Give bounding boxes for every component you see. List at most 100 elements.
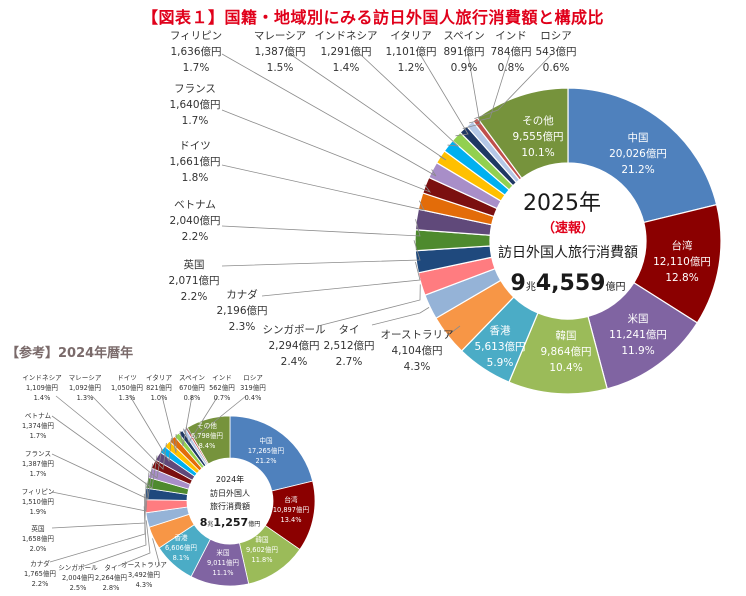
main-label-share-16: 1.2% bbox=[398, 62, 425, 74]
ref-leader-8 bbox=[49, 493, 146, 563]
main-leader-13 bbox=[221, 53, 437, 177]
main-leader-7 bbox=[317, 284, 421, 327]
ref-label-amount-16: 821億円 bbox=[146, 383, 172, 392]
main-leader-9 bbox=[221, 240, 421, 267]
ref-label-share-17: 0.8% bbox=[184, 394, 201, 402]
main-label-name-14: マレーシア bbox=[254, 30, 306, 42]
ref-label-share-0: 21.2% bbox=[256, 457, 277, 465]
ref-leader-9 bbox=[51, 482, 147, 529]
main-label-name-4: 香港 bbox=[490, 325, 511, 337]
main-label-share-6: 2.7% bbox=[336, 356, 363, 368]
main-label-amount-2: 11,241億円 bbox=[609, 328, 667, 341]
reference-2024-title: 【参考】2024年暦年 bbox=[6, 346, 134, 361]
main-label-name-0: 中国 bbox=[628, 131, 649, 144]
main-label-name-11: ドイツ bbox=[179, 140, 211, 152]
main-label-share-11: 1.8% bbox=[182, 172, 209, 184]
ref-label-name-11: フランス bbox=[25, 450, 51, 458]
ref-label-share-6: 2.8% bbox=[103, 584, 120, 592]
ref-label-share-16: 1.0% bbox=[151, 394, 168, 402]
ref-label-name-12: ベトナム bbox=[25, 412, 52, 420]
main-label-amount-9: 2,071億円 bbox=[168, 274, 219, 287]
main-label-name-5: オーストラリア bbox=[381, 329, 454, 341]
ref-label-name-6: タイ bbox=[104, 563, 117, 572]
ref-label-amount-2: 9,602億円 bbox=[246, 545, 278, 554]
main-center-label: 訪日外国人旅行消費額 bbox=[498, 245, 638, 261]
main-label-amount-4: 5,613億円 bbox=[474, 340, 525, 353]
ref-label-amount-17: 670億円 bbox=[179, 383, 205, 392]
ref-label-amount-5: 3,492億円 bbox=[128, 570, 160, 579]
main-label-name-16: イタリア bbox=[390, 30, 432, 42]
ref-label-share-1: 13.4% bbox=[281, 516, 302, 524]
main-label-amount-10: 2,040億円 bbox=[169, 214, 220, 227]
figure-title: 【図表１】国籍・地域別にみる訪日外国人旅行消費額と構成比 bbox=[141, 8, 604, 27]
ref-label-name-8: カナダ bbox=[30, 559, 50, 568]
ref-center-label-2: 旅行消費額 bbox=[210, 501, 250, 511]
ref-leader-19 bbox=[185, 395, 247, 439]
ref-label-name-9: 英国 bbox=[31, 524, 45, 533]
main-label-name-3: 韓国 bbox=[556, 330, 577, 342]
main-leader-16 bbox=[419, 53, 469, 137]
main-label-share-2: 11.9% bbox=[621, 345, 654, 357]
ref-label-amount-14: 1,092億円 bbox=[69, 383, 101, 392]
ref-label-amount-20: 6,798億円 bbox=[191, 431, 223, 440]
main-label-name-15: インドネシア bbox=[315, 30, 378, 42]
ref-leader-11 bbox=[51, 453, 153, 500]
main-leader-18 bbox=[469, 53, 511, 124]
main-label-amount-0: 20,026億円 bbox=[609, 147, 667, 160]
main-slice-20 bbox=[476, 87, 569, 180]
main-label-amount-17: 891億円 bbox=[443, 45, 484, 58]
main-label-share-8: 2.3% bbox=[229, 321, 256, 333]
main-label-amount-20: 9,555億円 bbox=[512, 130, 563, 143]
main-label-name-13: フィリピン bbox=[170, 30, 222, 42]
main-label-name-6: タイ bbox=[339, 324, 360, 336]
ref-label-name-18: インド bbox=[212, 374, 232, 382]
main-leader-6 bbox=[371, 307, 430, 326]
ref-label-name-4: 香港 bbox=[174, 533, 188, 542]
main-label-name-9: 英国 bbox=[184, 258, 205, 271]
ref-leader-14 bbox=[91, 395, 167, 470]
ref-label-amount-18: 562億円 bbox=[209, 383, 235, 392]
ref-label-name-10: フィリピン bbox=[22, 488, 55, 496]
ref-label-amount-3: 9,011億円 bbox=[207, 558, 239, 567]
ref-leader-5 bbox=[152, 538, 161, 567]
main-label-amount-16: 1,101億円 bbox=[385, 45, 436, 58]
ref-label-amount-13: 1,109億円 bbox=[26, 383, 58, 392]
ref-label-share-11: 1.7% bbox=[30, 470, 47, 478]
main-label-amount-15: 1,291億円 bbox=[320, 45, 371, 58]
main-label-share-19: 0.6% bbox=[543, 62, 570, 74]
main-label-name-2: 米国 bbox=[628, 312, 649, 325]
ref-label-name-15: ドイツ bbox=[117, 374, 137, 382]
ref-label-name-2: 韓国 bbox=[255, 535, 269, 544]
main-label-amount-6: 2,512億円 bbox=[323, 339, 374, 352]
ref-leader-10 bbox=[51, 472, 150, 512]
ref-label-share-18: 0.7% bbox=[214, 394, 231, 402]
ref-label-share-15: 1.3% bbox=[119, 394, 136, 402]
ref-label-share-19: 0.4% bbox=[245, 394, 262, 402]
main-center-note: （速報） bbox=[542, 220, 594, 236]
ref-leader-12 bbox=[51, 415, 158, 489]
main-label-name-12: フランス bbox=[174, 83, 216, 95]
main-label-amount-13: 1,636億円 bbox=[170, 45, 221, 58]
ref-label-amount-9: 1,658億円 bbox=[22, 534, 54, 543]
ref-leader-6 bbox=[117, 520, 151, 567]
ref-label-amount-1: 10,897億円 bbox=[273, 505, 310, 514]
main-label-share-3: 10.4% bbox=[549, 362, 582, 374]
ref-leader-13 bbox=[55, 395, 163, 479]
ref-label-amount-8: 1,765億円 bbox=[24, 569, 56, 578]
ref-label-amount-10: 1,510億円 bbox=[22, 497, 54, 506]
main-label-name-8: カナダ bbox=[226, 288, 258, 301]
main-label-name-19: ロシア bbox=[540, 30, 572, 42]
main-leader-12 bbox=[221, 109, 432, 193]
ref-label-share-5: 4.3% bbox=[136, 581, 153, 589]
main-label-name-17: スペイン bbox=[443, 30, 484, 42]
main-label-share-5: 4.3% bbox=[404, 361, 431, 373]
ref-label-share-10: 1.9% bbox=[30, 508, 47, 516]
main-leader-5 bbox=[446, 325, 461, 337]
main-label-amount-12: 1,640億円 bbox=[169, 98, 220, 111]
main-label-share-14: 1.5% bbox=[267, 62, 294, 74]
main-leader-17 bbox=[462, 53, 481, 129]
main-leader-10 bbox=[221, 219, 421, 237]
ref-label-name-16: イタリア bbox=[146, 373, 173, 382]
